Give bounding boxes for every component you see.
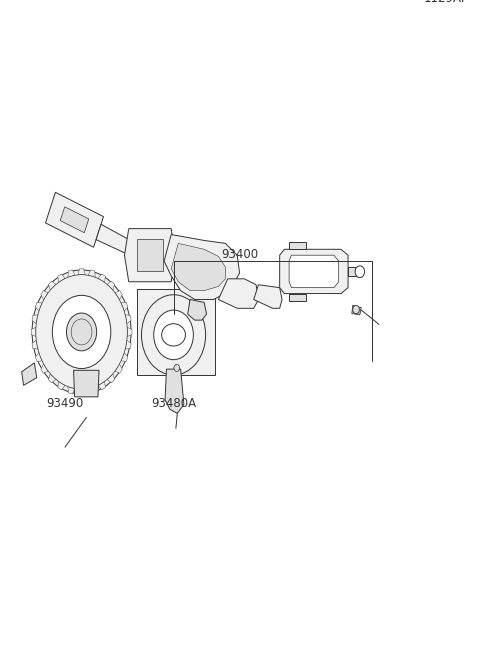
Polygon shape bbox=[73, 370, 99, 397]
Polygon shape bbox=[188, 299, 206, 320]
Polygon shape bbox=[115, 291, 122, 300]
Polygon shape bbox=[352, 305, 361, 315]
Circle shape bbox=[32, 270, 131, 394]
Polygon shape bbox=[68, 386, 75, 394]
Polygon shape bbox=[107, 374, 115, 383]
Polygon shape bbox=[171, 244, 226, 291]
Polygon shape bbox=[124, 229, 175, 282]
Polygon shape bbox=[68, 270, 75, 277]
Polygon shape bbox=[48, 281, 56, 290]
Circle shape bbox=[154, 310, 193, 360]
Polygon shape bbox=[164, 234, 240, 299]
Polygon shape bbox=[60, 207, 89, 233]
Polygon shape bbox=[121, 352, 128, 362]
Polygon shape bbox=[58, 381, 65, 390]
Polygon shape bbox=[289, 293, 306, 301]
Text: 93490: 93490 bbox=[47, 397, 84, 410]
Circle shape bbox=[142, 295, 205, 375]
Polygon shape bbox=[88, 270, 96, 277]
Polygon shape bbox=[41, 364, 48, 373]
Polygon shape bbox=[125, 340, 131, 349]
Circle shape bbox=[355, 266, 365, 278]
Circle shape bbox=[52, 295, 111, 369]
Polygon shape bbox=[121, 302, 128, 311]
Polygon shape bbox=[35, 302, 42, 311]
Circle shape bbox=[66, 313, 96, 351]
Polygon shape bbox=[289, 242, 306, 250]
Polygon shape bbox=[41, 291, 48, 300]
Polygon shape bbox=[98, 274, 105, 282]
Polygon shape bbox=[46, 193, 104, 248]
Polygon shape bbox=[48, 374, 56, 383]
Polygon shape bbox=[254, 285, 282, 309]
Polygon shape bbox=[289, 255, 338, 288]
Polygon shape bbox=[31, 328, 36, 337]
Polygon shape bbox=[137, 239, 163, 271]
Circle shape bbox=[36, 274, 127, 389]
Polygon shape bbox=[88, 386, 96, 394]
Polygon shape bbox=[78, 269, 85, 275]
Polygon shape bbox=[96, 224, 144, 260]
Polygon shape bbox=[32, 340, 38, 349]
Polygon shape bbox=[107, 281, 115, 290]
Polygon shape bbox=[58, 274, 65, 282]
Polygon shape bbox=[125, 315, 131, 324]
Polygon shape bbox=[127, 328, 132, 337]
Polygon shape bbox=[22, 363, 37, 385]
Polygon shape bbox=[78, 389, 85, 395]
Polygon shape bbox=[280, 250, 348, 293]
Polygon shape bbox=[35, 352, 42, 362]
Ellipse shape bbox=[162, 324, 185, 346]
Polygon shape bbox=[137, 289, 215, 375]
Polygon shape bbox=[32, 315, 38, 324]
Circle shape bbox=[353, 305, 360, 314]
Polygon shape bbox=[98, 381, 105, 390]
Text: 93480A: 93480A bbox=[151, 397, 196, 410]
Circle shape bbox=[174, 364, 180, 371]
Polygon shape bbox=[348, 267, 362, 276]
Polygon shape bbox=[115, 364, 122, 373]
Circle shape bbox=[71, 319, 92, 345]
Polygon shape bbox=[218, 279, 258, 309]
Text: 1129AF: 1129AF bbox=[423, 0, 468, 5]
Text: 93400: 93400 bbox=[221, 248, 258, 261]
Polygon shape bbox=[165, 369, 184, 413]
